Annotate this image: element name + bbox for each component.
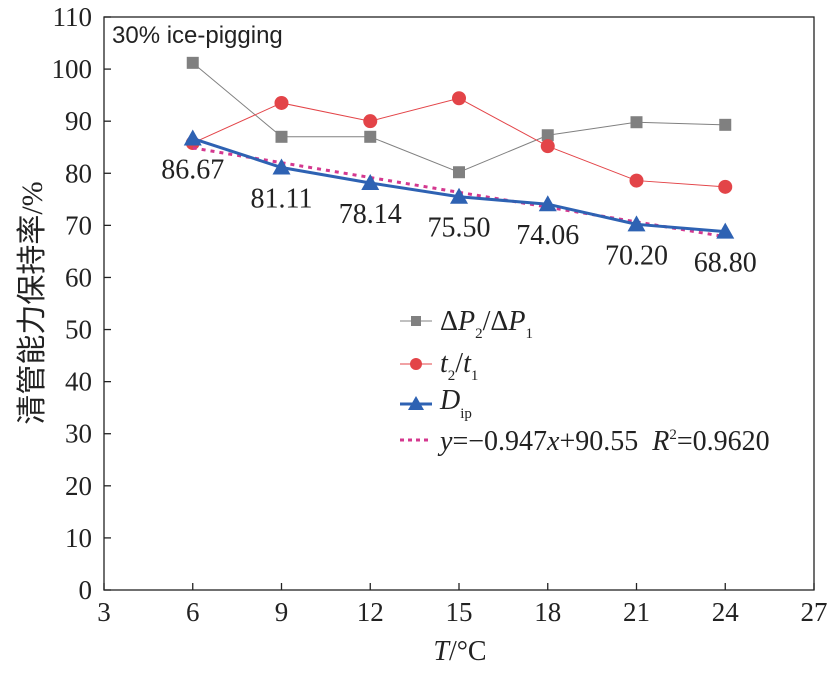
point-dp	[275, 130, 288, 143]
legend-label-dip: Dip	[439, 385, 472, 422]
point-dip	[716, 222, 735, 239]
x-tick-label: 18	[534, 597, 561, 627]
x-tick-label: 21	[623, 597, 650, 627]
x-tick-label: 12	[357, 597, 384, 627]
x-tick-label: 24	[712, 597, 740, 627]
point-t	[540, 139, 555, 154]
x-tick-label: 27	[801, 597, 828, 627]
data-label-dip: 78.14	[339, 199, 402, 230]
point-dip	[627, 215, 646, 232]
point-t	[629, 173, 644, 188]
legend-marker-square	[411, 316, 421, 326]
point-dp	[453, 166, 465, 179]
y-tick-label: 40	[65, 367, 92, 397]
chart-annotation: 30% ice-pigging	[112, 22, 283, 49]
point-dp	[630, 116, 643, 129]
point-dp	[186, 56, 199, 69]
y-tick-label: 30	[65, 419, 92, 449]
y-tick-label: 90	[65, 106, 92, 136]
point-t	[718, 179, 733, 194]
point-dip	[272, 158, 291, 175]
data-label-dip: 68.80	[694, 248, 757, 279]
y-tick-label: 10	[65, 523, 92, 553]
y-tick-label: 100	[52, 54, 93, 84]
x-tick-label: 6	[186, 597, 200, 627]
point-t	[363, 114, 378, 129]
point-t	[452, 91, 466, 106]
y-tick-label: 50	[65, 315, 92, 345]
legend-marker-circle	[410, 358, 422, 370]
point-dip	[183, 129, 202, 146]
x-tick-label: 9	[275, 597, 289, 627]
x-axis-label: T/°C	[433, 636, 486, 667]
series-line-dp	[192, 62, 726, 173]
point-dip	[538, 195, 557, 212]
axes: 3 6 9 12 15 18 21 24 27 0 10 20 30 40 50 60 70 80 90 100 110	[52, 2, 828, 627]
series-layer	[183, 56, 735, 239]
x-tick-label: 15	[446, 597, 473, 627]
legend-label-fit: y=−0.947x+90.55 R2=0.9620	[437, 426, 770, 457]
y-tick-label: 20	[65, 471, 92, 501]
x-tick-label: 3	[97, 597, 111, 627]
legend: ΔP2/ΔP1 t2/t1 Dip y=−0.947x+90.55 R2=0.9…	[400, 306, 770, 457]
data-label-dip: 86.67	[161, 155, 224, 186]
point-dp	[364, 130, 377, 143]
point-t	[274, 95, 289, 110]
y-tick-label: 0	[79, 575, 93, 605]
y-tick-label: 70	[65, 210, 92, 240]
y-axis-label: 清管能力保持率/%	[16, 181, 49, 424]
data-label-dip: 75.50	[428, 213, 491, 244]
data-label-dip: 70.20	[605, 240, 668, 271]
point-dp	[719, 118, 732, 131]
y-tick-label: 110	[53, 2, 93, 32]
point-dip	[361, 173, 380, 190]
y-tick-label: 80	[65, 158, 92, 188]
data-label-dip: 81.11	[251, 183, 313, 214]
data-labels: 86.67 81.11 78.14 75.50 74.06 70.20 68.80	[161, 155, 757, 279]
legend-label-t: t2/t1	[440, 348, 478, 384]
legend-marker-triangle	[408, 396, 424, 410]
data-label-dip: 74.06	[516, 220, 579, 251]
point-dp	[541, 129, 554, 142]
y-tick-label: 60	[65, 262, 92, 292]
legend-label-dp: ΔP2/ΔP1	[440, 306, 533, 342]
point-dip	[450, 187, 468, 204]
